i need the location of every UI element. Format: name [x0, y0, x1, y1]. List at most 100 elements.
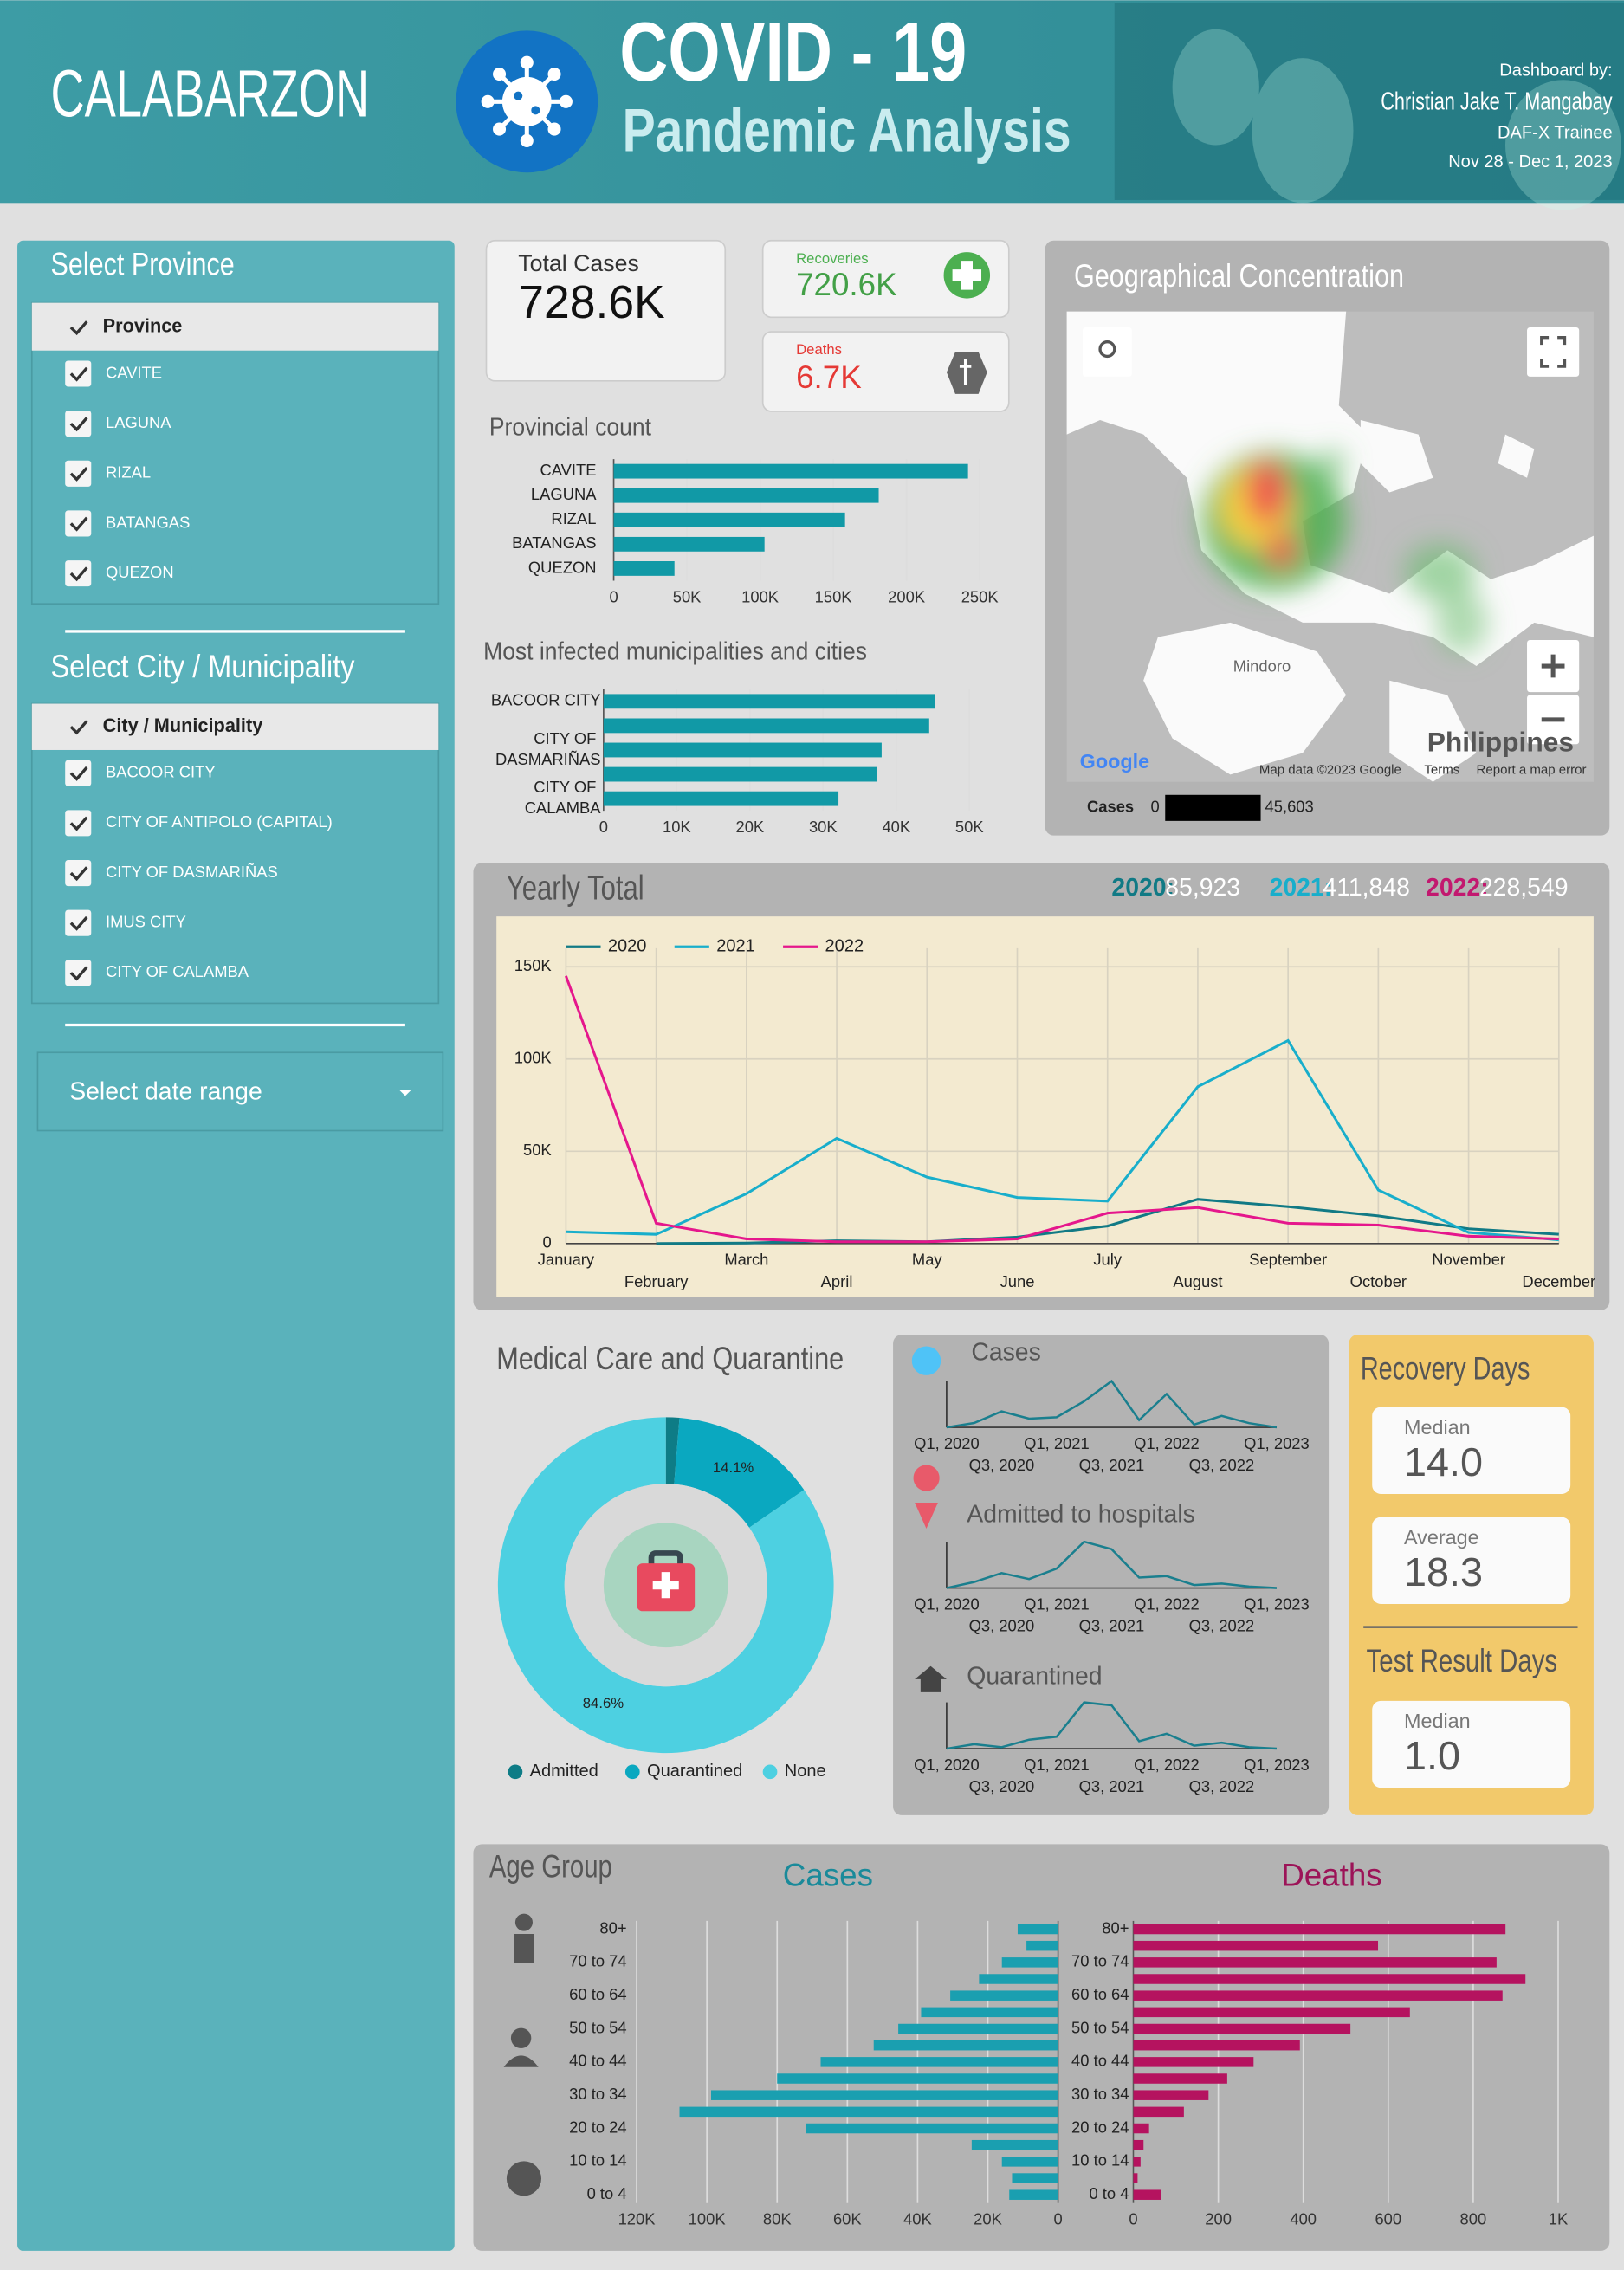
x-tick-label: Q3, 2022: [1189, 1456, 1255, 1474]
cases-icon: [911, 1346, 941, 1375]
bar: [603, 694, 935, 709]
legend-label: Quarantined: [647, 1762, 742, 1781]
bar: [679, 2106, 1058, 2118]
bar: [1009, 2189, 1058, 2200]
x-tick-label: Q3, 2020: [969, 1777, 1035, 1795]
bar: [971, 2139, 1058, 2150]
card-label: Average: [1404, 1526, 1479, 1549]
date-range[interactable]: Select date range: [69, 1078, 262, 1106]
x-tick-label: 0: [609, 587, 618, 605]
bar: [1133, 2139, 1144, 2150]
checkbox[interactable]: [65, 510, 92, 537]
bar: [1133, 2157, 1141, 2167]
kpi-value: 720.6K: [796, 267, 897, 302]
x-tick-label: 50K: [955, 818, 984, 836]
checkbox[interactable]: [65, 760, 92, 786]
filter-header: Province: [103, 315, 183, 337]
locate-icon: [1098, 340, 1116, 359]
x-tick-label: 250K: [961, 587, 1000, 605]
x-tick-label: Q1, 2020: [914, 1594, 980, 1613]
sparkline: [946, 1540, 1277, 1589]
header-photo-figures: [1172, 29, 1621, 210]
data-label: 14.1%: [713, 1459, 754, 1476]
checkbox[interactable]: [65, 859, 92, 887]
map-legend-min: 0: [1151, 798, 1160, 816]
x-tick-label: Q1, 2022: [1134, 1756, 1200, 1774]
zoom-in-icon: [1541, 654, 1565, 678]
filter-item[interactable]: CITY OF ANTIPOLO (CAPITAL): [106, 812, 333, 831]
filter-item[interactable]: CAVITE: [106, 363, 162, 381]
y-tick-label: 50K: [523, 1141, 552, 1159]
province-list: [30, 301, 440, 605]
x-tick-label: September: [1249, 1251, 1327, 1269]
checkbox[interactable]: [65, 810, 92, 837]
checkbox[interactable]: [65, 411, 92, 437]
filter-item[interactable]: RIZAL: [106, 463, 151, 482]
bar: [1133, 1957, 1497, 1968]
year-total: 228,549: [1479, 874, 1569, 902]
x-tick-label: 100K: [689, 2210, 727, 2228]
bar: [1133, 1924, 1506, 1935]
data-label: 84.6%: [583, 1695, 624, 1711]
y-tick-label: 0 to 4: [1089, 2184, 1129, 2202]
checkbox[interactable]: [65, 360, 92, 387]
bar: [1133, 2173, 1138, 2183]
bar: [979, 1974, 1058, 1984]
checkbox[interactable]: [65, 960, 92, 986]
x-tick-label: April: [821, 1272, 853, 1290]
x-tick-label: 30K: [809, 818, 838, 836]
author: Christian Jake T. Mangabay: [1381, 87, 1613, 115]
legend-label: None: [785, 1762, 826, 1781]
city-list: [30, 702, 440, 1005]
y-tick-label: 70 to 74: [569, 1952, 626, 1970]
map-report[interactable]: Report a map error: [1477, 762, 1587, 777]
filter-item[interactable]: BACOOR CITY: [106, 763, 216, 781]
checkbox[interactable]: [65, 560, 92, 587]
check-mark: [69, 966, 88, 981]
total-card: [485, 239, 727, 382]
x-tick-label: December: [1522, 1272, 1595, 1290]
x-tick-label: 400: [1290, 2210, 1317, 2228]
bar: [898, 2023, 1058, 2034]
check-mark: [69, 915, 88, 931]
bar: [950, 1990, 1058, 2001]
median-card: [1372, 1407, 1571, 1494]
filter-item[interactable]: CITY OF DASMARIÑAS: [106, 863, 278, 881]
filter-item[interactable]: CITY OF CALAMBA: [106, 962, 249, 980]
x-tick-label: February: [624, 1272, 689, 1290]
y-tick-label: 0 to 4: [587, 2184, 627, 2202]
chart-title: Yearly Total: [507, 870, 644, 908]
checkbox[interactable]: [65, 460, 92, 487]
map-fullscreen-button[interactable]: [1527, 327, 1580, 377]
map-locate-button[interactable]: [1083, 327, 1132, 377]
kpi-value: 728.6K: [518, 277, 665, 328]
filter-item[interactable]: LAGUNA: [106, 413, 171, 431]
x-tick-label: Q3, 2022: [1189, 1777, 1255, 1795]
check-mark: [69, 766, 88, 781]
x-tick-label: 0: [1129, 2210, 1137, 2228]
x-tick-label: January: [538, 1251, 595, 1269]
checkbox[interactable]: [65, 909, 92, 936]
x-tick-label: Q3, 2022: [1189, 1617, 1255, 1635]
province-list-header: [31, 302, 439, 351]
filter-item[interactable]: BATANGAS: [106, 513, 190, 531]
city-list-header: [31, 703, 439, 750]
legend-label: Admitted: [530, 1762, 598, 1781]
legend-label: 2022: [825, 937, 864, 956]
yearly-plot-bg: [496, 916, 1594, 1297]
bar: [1133, 2189, 1161, 2200]
year-label: 2020:: [1111, 874, 1174, 902]
map-terms[interactable]: Terms: [1424, 762, 1459, 777]
chart-title: Cases: [971, 1338, 1040, 1366]
y-tick-label: 60 to 64: [569, 1985, 626, 2003]
x-tick-label: 200K: [888, 587, 926, 605]
filter-item[interactable]: QUEZON: [106, 563, 174, 581]
x-tick-label: Q1, 2023: [1244, 1594, 1310, 1613]
y-tick-label: 100K: [514, 1049, 553, 1067]
year-label: 2021:: [1270, 874, 1333, 902]
date-range-box[interactable]: [36, 1051, 444, 1132]
region: CALABARZON: [50, 56, 369, 131]
filter-item[interactable]: IMUS CITY: [106, 913, 186, 931]
